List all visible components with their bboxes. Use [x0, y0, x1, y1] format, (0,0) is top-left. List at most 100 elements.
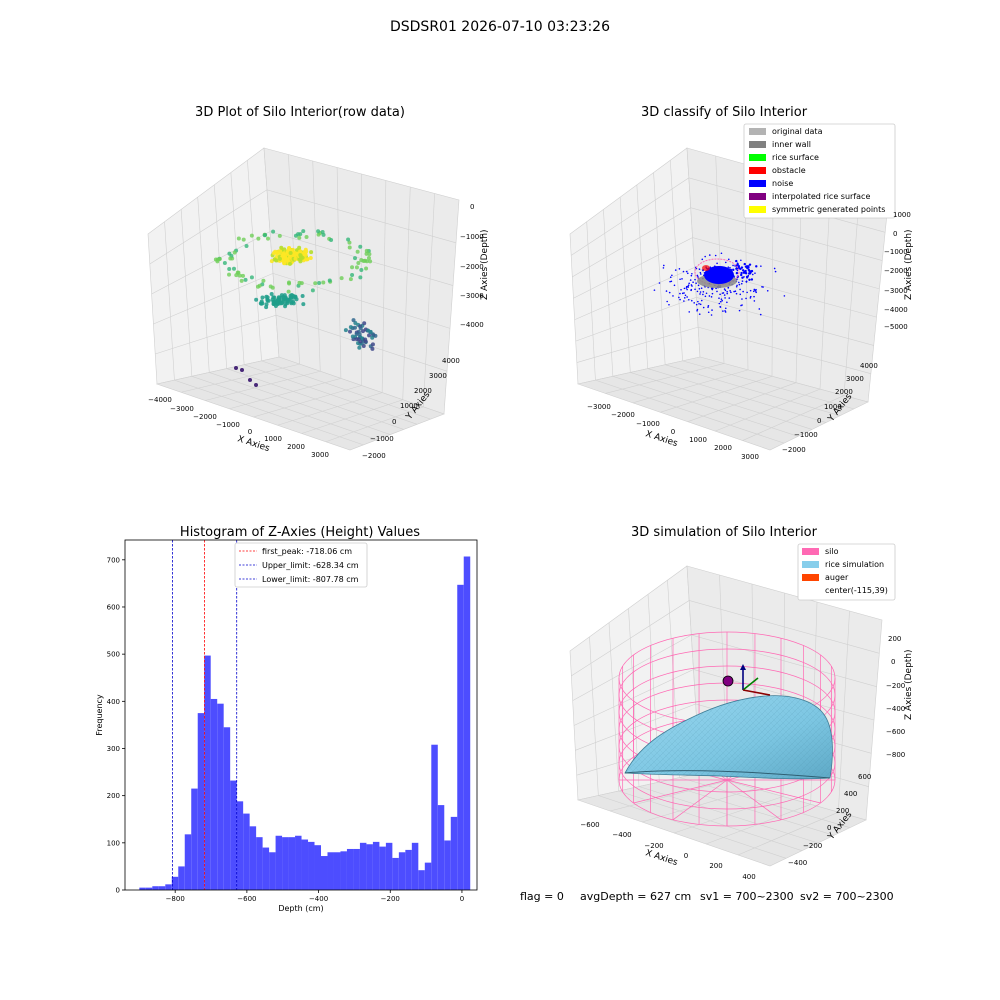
- legend-swatch-interpolated: [749, 193, 766, 200]
- noise-point: [690, 299, 693, 302]
- noise-point: [716, 290, 718, 293]
- raw-point: [347, 245, 352, 250]
- raw-point: [298, 232, 303, 237]
- noise-point: [720, 252, 723, 255]
- noise-point: [754, 272, 756, 274]
- noise-point: [749, 270, 753, 274]
- raw-point: [278, 249, 283, 254]
- hist-title: Histogram of Z-Axies (Height) Values: [180, 525, 420, 540]
- noise-point: [745, 276, 749, 279]
- legend-swatch-inner-wall: [749, 141, 766, 148]
- raw-point: [240, 368, 244, 372]
- noise-point: [682, 270, 685, 273]
- noise-point: [699, 271, 702, 274]
- noise-point: [723, 288, 726, 290]
- raw-point: [271, 229, 276, 234]
- legend-label-inner-wall: inner wall: [772, 140, 811, 149]
- raw-point: [356, 337, 361, 342]
- hist-ytick-label: 200: [107, 792, 120, 800]
- ztick-cls-6: −5000: [884, 323, 908, 331]
- noise-point: [740, 282, 743, 285]
- noise-point: [669, 280, 671, 283]
- auger-blob: [722, 675, 734, 687]
- silo-floor-spoke: [726, 779, 821, 804]
- noise-point: [752, 290, 755, 293]
- grid-line: [571, 600, 880, 677]
- raw-point: [347, 240, 352, 245]
- raw-point: [352, 325, 357, 330]
- noise-point: [753, 300, 756, 302]
- hist-axes-frame: [124, 539, 478, 891]
- hist-bar: [262, 847, 270, 890]
- auger-axis-y: [742, 677, 759, 691]
- grid-line: [576, 326, 871, 375]
- noise-point: [723, 294, 726, 296]
- raw-point: [370, 346, 375, 351]
- obstacle-cluster: [702, 265, 710, 271]
- hist-xtick-label: 0: [460, 895, 464, 903]
- noise-point: [707, 306, 709, 308]
- ztick-cls-4: −3000: [884, 287, 908, 295]
- hist-bar: [236, 801, 244, 890]
- noise-point: [668, 291, 671, 294]
- raw-point: [262, 233, 267, 238]
- raw-point: [236, 236, 241, 241]
- xtick-cls-3: 0: [671, 428, 675, 436]
- raw-point: [291, 295, 296, 300]
- noise-point: [743, 262, 746, 266]
- grid-line: [669, 160, 683, 361]
- noise-point: [698, 268, 701, 271]
- noise-point: [679, 278, 681, 281]
- noise-point: [698, 313, 701, 315]
- grid-line: [277, 392, 383, 426]
- raw-point: [286, 289, 291, 294]
- raw-point: [364, 248, 369, 253]
- raw-point: [277, 298, 282, 303]
- noise-point: [718, 302, 721, 305]
- grid-line: [715, 388, 821, 432]
- raw-point: [261, 278, 266, 283]
- ytick-cls-4: 2000: [835, 388, 853, 396]
- ytick-raw-0: −2000: [362, 452, 386, 460]
- noise-point: [735, 259, 738, 263]
- grid-line: [682, 360, 855, 410]
- raw-point: [244, 243, 249, 248]
- noise-point: [783, 295, 786, 297]
- noise-point: [741, 304, 743, 306]
- noise-point: [662, 267, 665, 269]
- legend-swatch-auger: [802, 574, 819, 581]
- hist-bar: [204, 655, 211, 890]
- raw-point: [320, 230, 325, 235]
- hist-bar: [463, 556, 471, 890]
- noise-point: [737, 264, 741, 268]
- noise-point: [724, 310, 726, 312]
- hist-bar: [385, 842, 393, 890]
- noise-point: [695, 303, 698, 306]
- noise-point: [699, 291, 702, 293]
- legend-swatch-obstacle: [749, 167, 766, 174]
- noise-point: [685, 285, 688, 288]
- noise-point: [738, 309, 741, 312]
- raw-point: [257, 283, 262, 288]
- noise-point: [696, 308, 699, 311]
- panel-raw-3d: 3D Plot of Silo Interior(row data) −4000…: [147, 105, 490, 460]
- ytick-cls-5: 3000: [846, 375, 864, 383]
- noise-point: [740, 259, 742, 262]
- hist-legend: first_peak: -718.06 cm Upper_limit: -628…: [234, 542, 368, 588]
- raw-point: [350, 272, 355, 277]
- legend-label-noise: noise: [772, 179, 793, 188]
- grid-line: [336, 167, 342, 379]
- noise-point: [658, 282, 661, 284]
- noise-point: [690, 274, 693, 277]
- ytick-sim-2: 0: [827, 824, 831, 832]
- ytick-cls-6: 4000: [860, 362, 878, 370]
- ztick-raw-4: −4000: [460, 321, 484, 329]
- noise-point: [726, 292, 729, 295]
- legend-swatch-silo: [802, 548, 819, 555]
- raw-point: [277, 233, 282, 238]
- raw-point: [357, 345, 362, 350]
- noise-point: [727, 258, 730, 261]
- noise-point: [735, 292, 738, 295]
- xtick-sim-5: 400: [742, 873, 755, 881]
